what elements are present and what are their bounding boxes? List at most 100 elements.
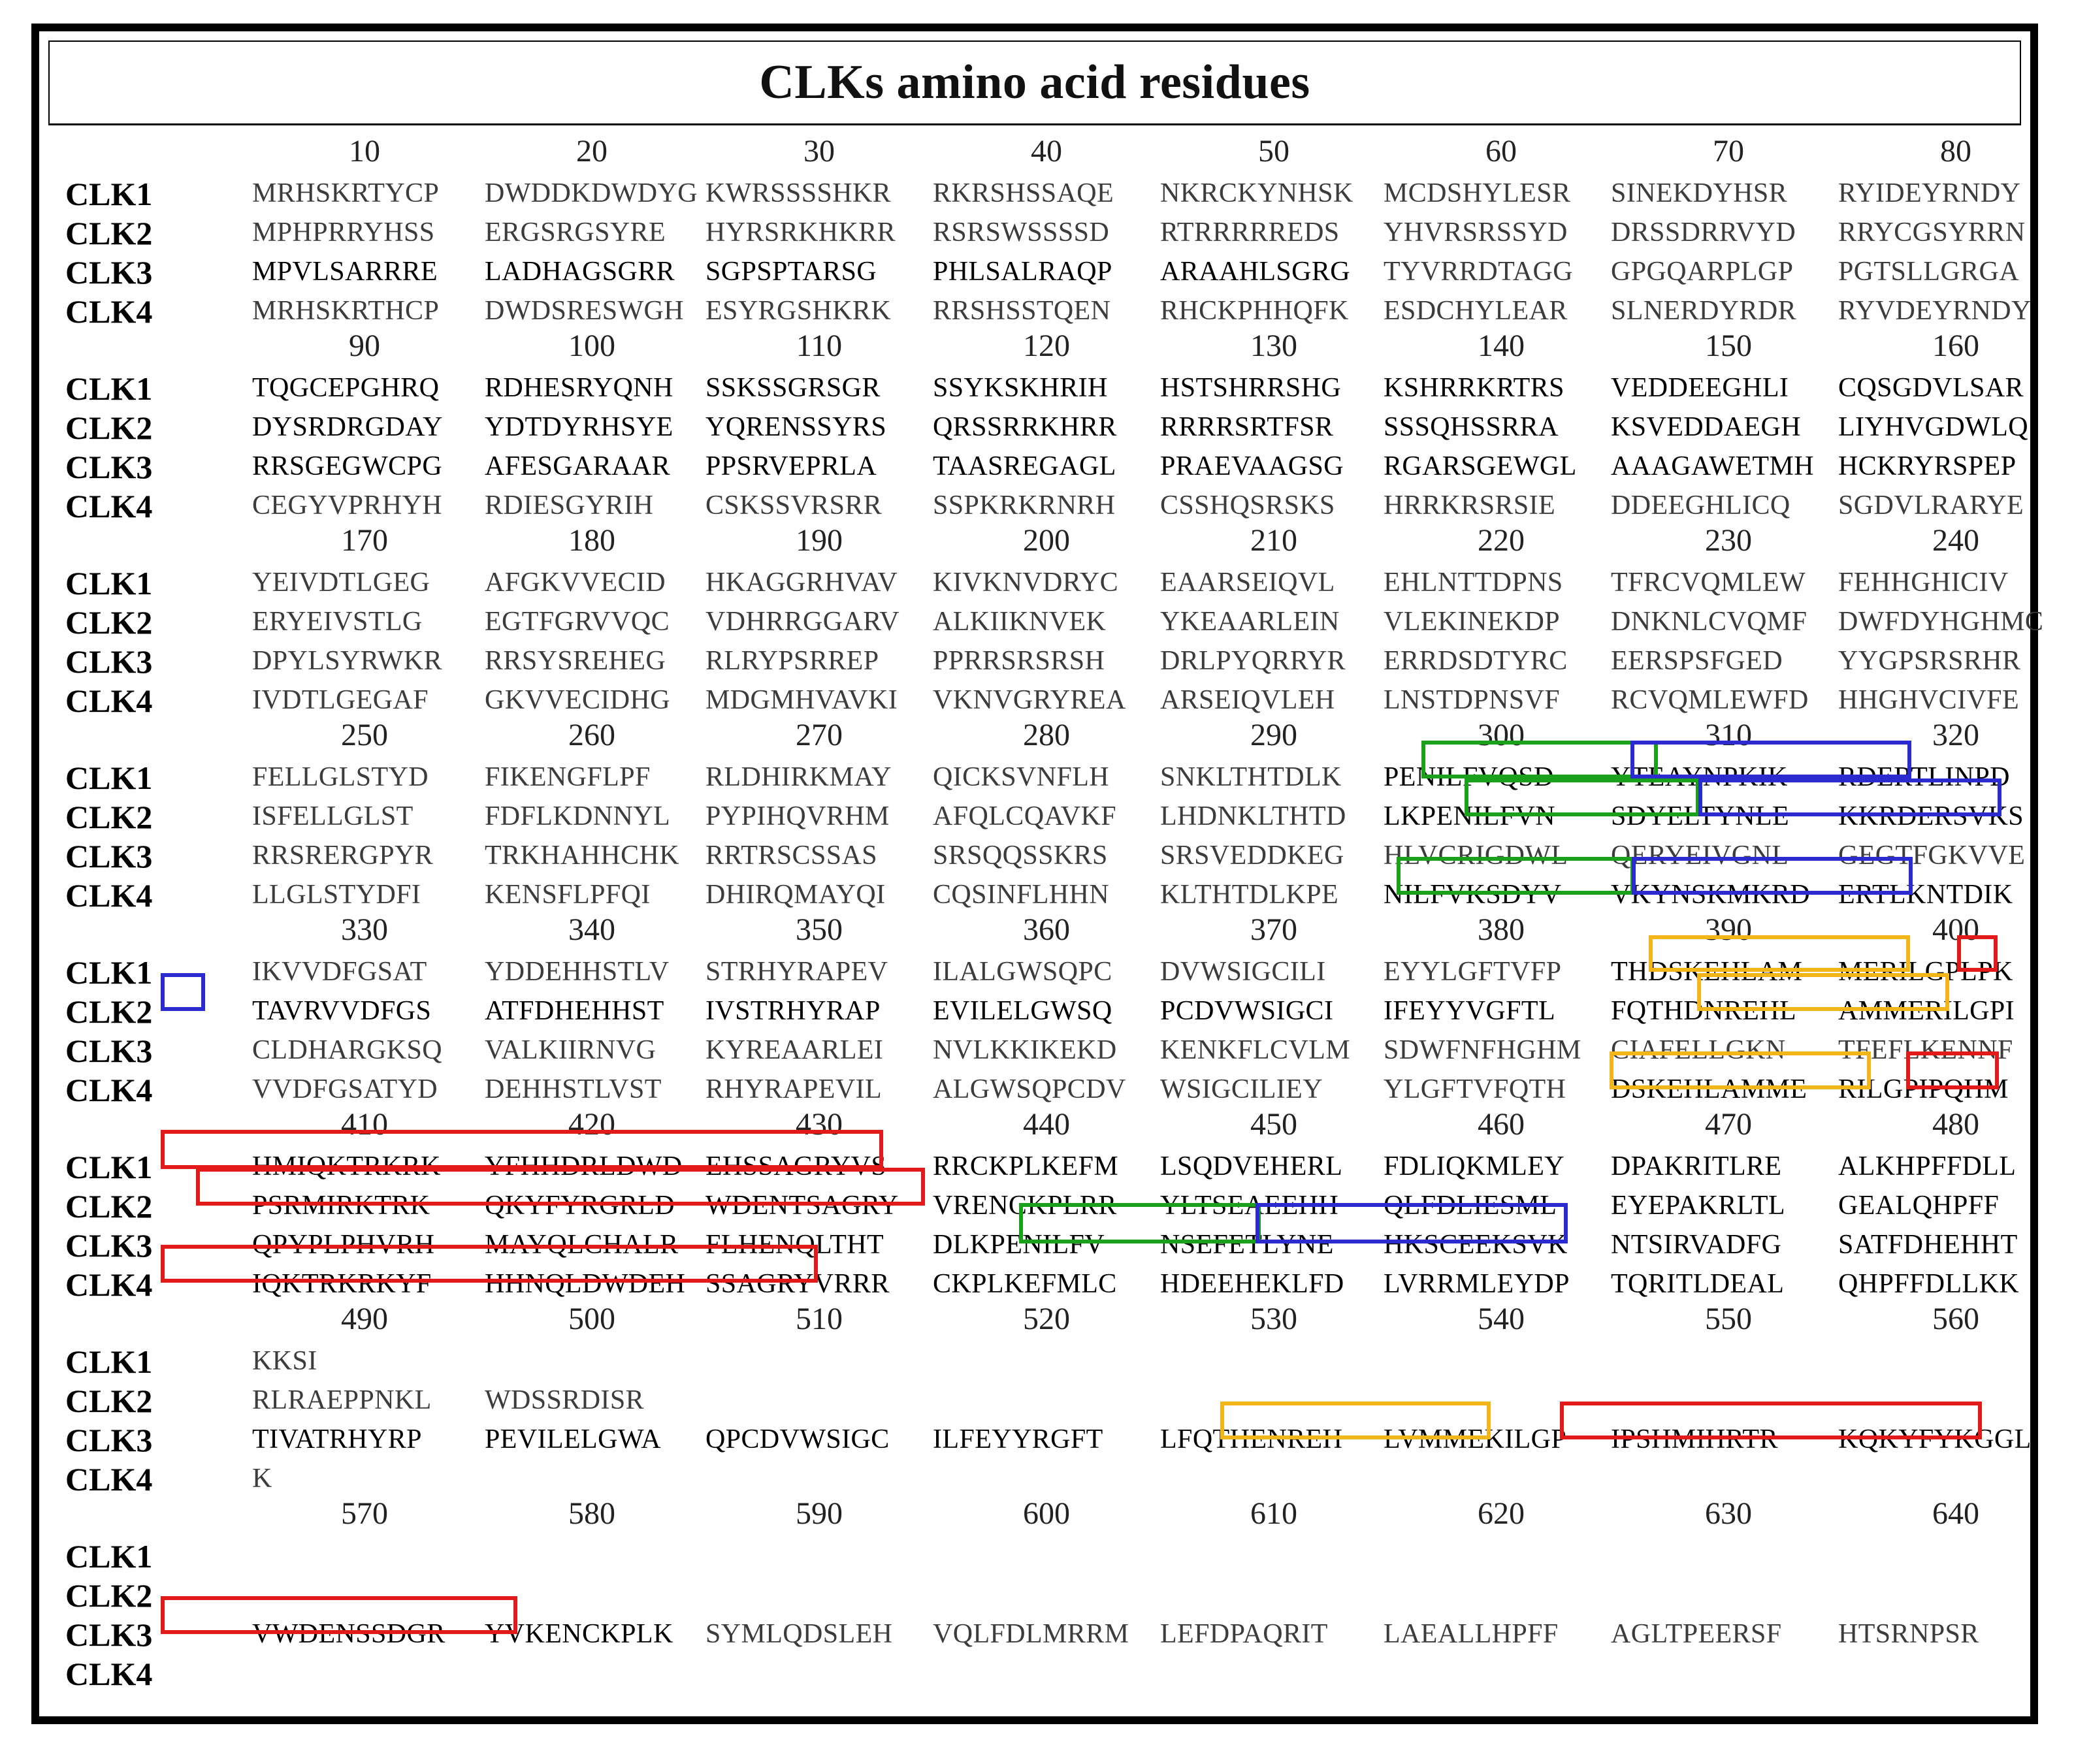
- position-number: 140: [1478, 329, 1525, 363]
- sequence-segment: RRRRSRTFSR: [1160, 412, 1334, 442]
- sequence-segment: DYSRDRGDAY: [252, 412, 443, 442]
- sequence-segment: RCVQMLEWFD: [1611, 685, 1809, 715]
- sequence-segment: FDLIQKMLEY: [1384, 1151, 1564, 1181]
- motif-highlight-box: [1906, 1051, 1999, 1089]
- sequence-segment: YDTDYRHSYE: [485, 412, 673, 442]
- position-number: 520: [1023, 1302, 1070, 1336]
- sequence-segment: CKPLKEFMLC: [933, 1269, 1117, 1299]
- sequence-segment: SSAGRYVRRR: [705, 1269, 890, 1299]
- motif-highlight-box: [1220, 1402, 1491, 1439]
- sequence-segment: SSSQHSSRRA: [1384, 412, 1559, 442]
- sequence-segment: YEIVDTLGEG: [252, 568, 430, 598]
- sequence-segment: RYIDEYRNDY: [1838, 178, 2021, 208]
- sequence-segment: TYVRRDTAGG: [1384, 257, 1573, 287]
- sequence-segment: LSQDVEHERL: [1160, 1151, 1343, 1181]
- sequence-segment: ERTLKNTDIK: [1838, 880, 2013, 910]
- sequence-segment: KKRDERSVKS: [1838, 801, 2024, 831]
- row-label: CLK4: [65, 293, 153, 330]
- sequence-segment: FELLGLSTYD: [252, 762, 429, 792]
- sequence-segment: TIVATRHYRP: [252, 1424, 422, 1454]
- position-number: 90: [349, 329, 380, 363]
- position-number: 380: [1478, 912, 1525, 947]
- sequence-segment: LIYHVGDWLQ: [1838, 412, 2028, 442]
- sequence-segment: VEDDEEGHLI: [1611, 373, 1789, 403]
- sequence-segment: DNKNLCVQMF: [1611, 607, 1807, 637]
- sequence-segment: VVDFGSATYD: [252, 1074, 438, 1104]
- position-number: 60: [1485, 134, 1517, 168]
- sequence-segment: RLDHIRKMAY: [705, 762, 892, 792]
- sequence-segment: ESYRGSHKRK: [705, 296, 892, 326]
- motif-highlight-box: [161, 973, 205, 1011]
- sequence-segment: IFEYYVGFTL: [1384, 996, 1555, 1026]
- sequence-segment: RILGPIPQHM: [1838, 1074, 2009, 1104]
- sequence-segment: KQKYFYKGGL: [1838, 1424, 2032, 1454]
- row-label: CLK1: [65, 760, 153, 796]
- sequence-segment: VKNVGRYREA: [933, 685, 1126, 715]
- sequence-segment: HTSRNPSR: [1838, 1619, 1979, 1649]
- sequence-segment: HHNQLDWDEH: [485, 1269, 686, 1299]
- sequence-segment: RDHESRYQNH: [485, 373, 673, 403]
- sequence-segment: ESDCHYLEAR: [1384, 296, 1568, 326]
- sequence-segment: YYGPSRSRHR: [1838, 646, 2021, 676]
- sequence-segment: SLNERDYRDR: [1611, 296, 1797, 326]
- position-number: 220: [1478, 523, 1525, 558]
- sequence-segment: DRSSDRRVYD: [1611, 217, 1796, 248]
- sequence-segment: IVSTRHYRAP: [705, 996, 881, 1026]
- sequence-segment: AFGKVVECID: [485, 568, 666, 598]
- sequence-segment: QPCDVWSIGC: [705, 1424, 890, 1454]
- sequence-segment: RRTRSCSSAS: [705, 841, 877, 871]
- position-number: 170: [341, 523, 388, 558]
- sequence-segment: ATFDHEHHST: [485, 996, 664, 1026]
- sequence-segment: DWDDKDWDYG: [485, 178, 698, 208]
- sequence-segment: DSKEHLAMME: [1611, 1074, 1807, 1104]
- sequence-segment: CSSHQSRSKS: [1160, 490, 1335, 521]
- position-number: 460: [1478, 1107, 1525, 1142]
- motif-highlight-box: [1465, 778, 1700, 816]
- sequence-segment: VALKIIRNVG: [485, 1035, 656, 1065]
- sequence-segment: HRRKRSRSIE: [1384, 490, 1556, 521]
- row-label: CLK3: [65, 838, 153, 874]
- sequence-segment: SDWFNFHGHM: [1384, 1035, 1581, 1065]
- position-number: 290: [1250, 718, 1297, 752]
- position-number: 440: [1023, 1107, 1070, 1142]
- sequence-segment: RRSGEGWCPG: [252, 451, 443, 481]
- sequence-segment: SATFDHEHHT: [1838, 1230, 2018, 1260]
- position-number: 600: [1023, 1496, 1070, 1531]
- sequence-segment: RRSHSSTQEN: [933, 296, 1111, 326]
- sequence-segment: EERSPSFGED: [1611, 646, 1783, 676]
- motif-highlight-box: [1698, 778, 2001, 816]
- row-label: CLK1: [65, 1149, 153, 1185]
- sequence-segment: HLVCRIGDWL: [1384, 841, 1568, 871]
- row-label: CLK3: [65, 1033, 153, 1069]
- sequence-segment: QERYEIVGNL: [1611, 841, 1789, 871]
- sequence-segment: KENKFLCVLM: [1160, 1035, 1351, 1065]
- position-number: 180: [568, 523, 615, 558]
- sequence-segment: IPSHMIHRTR: [1611, 1424, 1778, 1454]
- sequence-segment: SSKSSGRSGR: [705, 373, 881, 403]
- sequence-segment: KLTHTDLKPE: [1160, 880, 1339, 910]
- sequence-segment: DPYLSYRWKR: [252, 646, 443, 676]
- sequence-segment: EGTFGRVVQC: [485, 607, 670, 637]
- sequence-segment: RLRYPSRREP: [705, 646, 879, 676]
- sequence-segment: LEFDPAQRIT: [1160, 1619, 1328, 1649]
- motif-highlight-box: [196, 1168, 925, 1206]
- row-label: CLK3: [65, 1422, 153, 1458]
- row-label: CLK1: [65, 1538, 153, 1575]
- sequence-segment: EVILELGWSQ: [933, 996, 1112, 1026]
- motif-highlight-box: [1697, 973, 1949, 1011]
- sequence-segment: AAAGAWETMH: [1611, 451, 1814, 481]
- position-number: 200: [1023, 523, 1070, 558]
- position-number: 330: [341, 912, 388, 947]
- sequence-segment: YHVRSRSSYD: [1384, 217, 1568, 248]
- position-number: 30: [803, 134, 835, 168]
- row-label: CLK3: [65, 254, 153, 291]
- sequence-segment: LVMMEKILGP: [1384, 1424, 1567, 1454]
- motif-highlight-box: [1957, 935, 1998, 972]
- row-label: CLK1: [65, 370, 153, 407]
- sequence-segment: NKRCKYNHSK: [1160, 178, 1353, 208]
- position-number: 190: [796, 523, 843, 558]
- position-number: 350: [796, 912, 843, 947]
- sequence-segment: RRSRERGPYR: [252, 841, 434, 871]
- title-bar: CLKs amino acid residues: [48, 40, 2021, 125]
- sequence-segment: AFESGARAAR: [485, 451, 671, 481]
